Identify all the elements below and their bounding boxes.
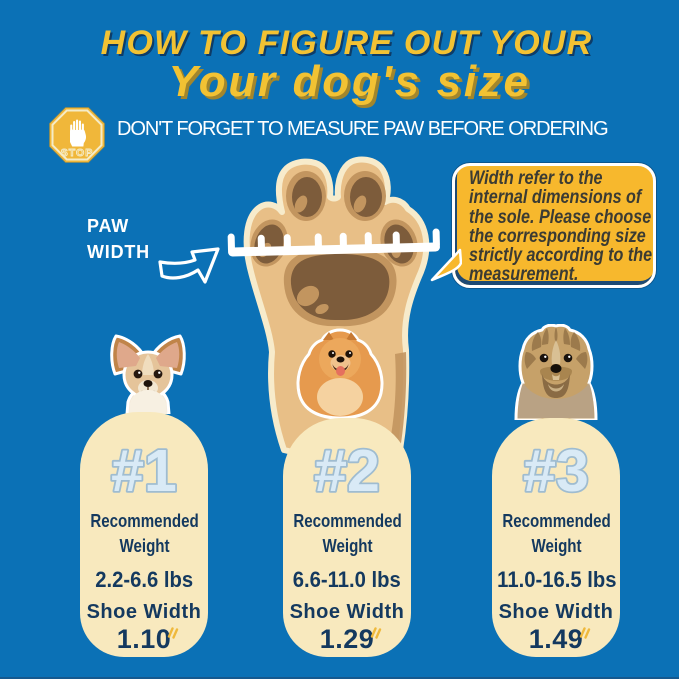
svg-text:#3: #3 (523, 438, 589, 504)
svg-text:#1: #1 (111, 438, 177, 504)
svg-text:STOP: STOP (61, 147, 93, 159)
svg-text:#2: #2 (314, 438, 380, 504)
